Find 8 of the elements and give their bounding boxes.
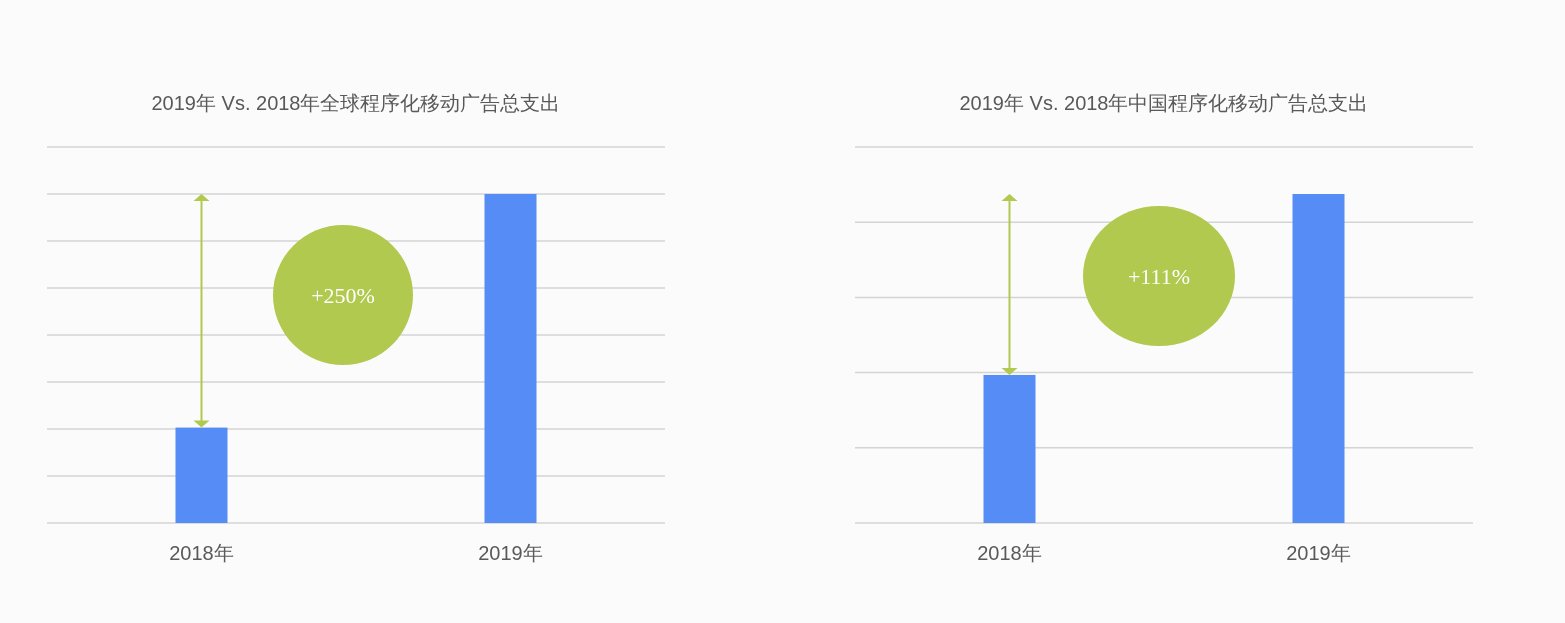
x-tick-label: 2018年 (169, 542, 234, 564)
x-tick-label: 2018年 (977, 542, 1042, 564)
annotation: +250% (311, 283, 375, 308)
annotation: +111% (1127, 264, 1191, 289)
x-tick-label: 2019年 (478, 542, 543, 564)
chart-title: 2019年 Vs. 2018年全球程序化移动广告总支出 (151, 92, 561, 114)
x-tick-label: 2019年 (1286, 542, 1351, 564)
chart-title: 2019年 Vs. 2018年中国程序化移动广告总支出 (959, 92, 1369, 114)
